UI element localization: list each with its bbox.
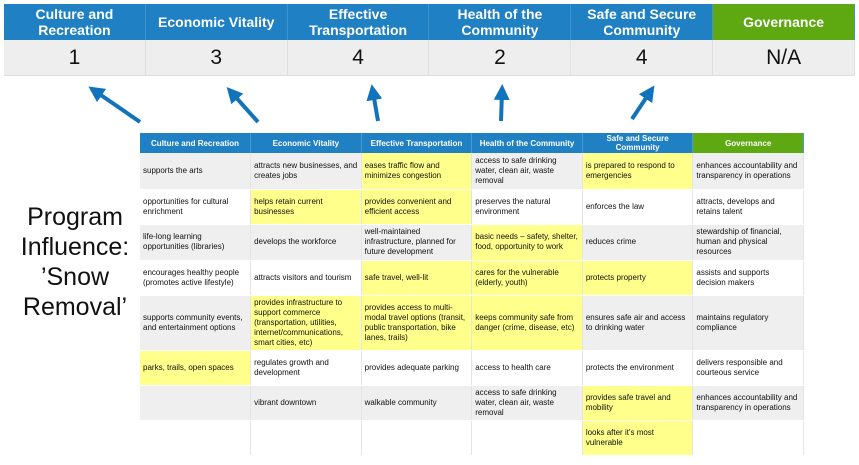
matrix-cell: provides access to multi-modal travel op… <box>361 295 473 351</box>
matrix-cell: looks after it's most vulnerable <box>582 420 694 456</box>
matrix-cell: maintains regulatory compliance <box>692 295 804 351</box>
matrix-cell <box>140 385 252 421</box>
matrix-header: Governance <box>692 133 804 153</box>
arrow-up-icon <box>493 84 510 122</box>
matrix-cell: encourages healthy people (promotes acti… <box>140 260 252 296</box>
matrix-cell: helps retain current businesses <box>250 189 362 225</box>
matrix-row: supports community events, and entertain… <box>140 295 804 351</box>
program-influence-label: Program Influence: ’Snow Removal’ <box>20 203 130 321</box>
summary-header-safe: Safe and Secure Community <box>571 4 714 40</box>
matrix-cell: provides safe travel and mobility <box>582 385 694 421</box>
matrix-cell: access to safe drinking water, clean air… <box>471 385 583 421</box>
matrix-cell: enforces the law <box>582 189 694 225</box>
matrix-header: Effective Transportation <box>361 133 473 153</box>
influence-matrix: Culture and Recreation Economic Vitality E… <box>140 133 804 456</box>
matrix-cell: access to health care <box>471 350 583 386</box>
matrix-cell: life-long learning opportunities (librar… <box>140 224 252 261</box>
arrow-up-icon <box>88 86 142 124</box>
matrix-header: Safe and Secure Community <box>582 133 694 153</box>
matrix-cell: attracts visitors and tourism <box>250 260 362 296</box>
matrix-row: parks, trails, open spaces regulates grow… <box>140 350 804 386</box>
arrow-up-icon <box>630 85 655 121</box>
matrix-cell: delivers responsible and courteous servi… <box>692 350 804 386</box>
matrix-cell: eases traffic flow and minimizes congest… <box>361 153 473 190</box>
matrix-cell: opportunities for cultural enrichment <box>140 189 252 225</box>
matrix-row: vibrant downtown walkable community access… <box>140 385 804 421</box>
matrix-cell: safe travel, well-lit <box>361 260 473 296</box>
matrix-cell: stewardship of financial, human and phys… <box>692 224 804 261</box>
matrix-cell: assists and supports decision makers <box>692 260 804 296</box>
matrix-cell: reduces crime <box>582 224 694 261</box>
matrix-cell: ensures safe air and access to drinking … <box>582 295 694 351</box>
arrow-up-icon <box>366 84 383 122</box>
score-transportation: 4 <box>287 40 430 76</box>
matrix-cell: walkable community <box>361 385 473 421</box>
matrix-cell: provides infrastructure to support comme… <box>250 295 362 351</box>
score-culture: 1 <box>4 40 146 76</box>
matrix-row: life-long learning opportunities (librar… <box>140 224 804 261</box>
score-health: 2 <box>429 40 572 76</box>
matrix-row: encourages healthy people (promotes acti… <box>140 260 804 296</box>
matrix-cell: protects property <box>582 260 694 296</box>
matrix-cell <box>140 420 252 456</box>
matrix-cell: attracts new businesses, and creates job… <box>250 153 362 190</box>
matrix-cell <box>471 420 583 456</box>
matrix-cell: parks, trails, open spaces <box>140 350 252 386</box>
summary-header-economic: Economic Vitality <box>145 4 288 40</box>
matrix-cell: regulates growth and development <box>250 350 362 386</box>
matrix-header: Health of the Community <box>471 133 583 153</box>
arrows <box>88 84 655 124</box>
summary-table: Culture and Recreation Economic Vitality… <box>4 4 855 76</box>
matrix-cell: well-maintained infrastructure, planned … <box>361 224 473 261</box>
matrix-cell: preserves the natural environment <box>471 189 583 225</box>
matrix-cell <box>250 420 362 456</box>
score-governance: N/A <box>713 40 855 76</box>
matrix-cell: access to safe drinking water, clean air… <box>471 153 583 190</box>
matrix-header: Culture and Recreation <box>140 133 252 153</box>
matrix-cell: is prepared to respond to emergencies <box>582 153 694 190</box>
summary-header-culture: Culture and Recreation <box>4 4 146 40</box>
score-safe: 4 <box>571 40 714 76</box>
summary-header-governance: Governance <box>713 4 855 40</box>
arrow-up-icon <box>226 87 260 124</box>
matrix-cell: basic needs – safety, shelter, food, opp… <box>471 224 583 261</box>
matrix-cell: attracts, develops and retains talent <box>692 189 804 225</box>
matrix-cell <box>361 420 473 456</box>
matrix-header: Economic Vitality <box>250 133 362 153</box>
matrix-cell: provides adequate parking <box>361 350 473 386</box>
matrix-cell: protects the environment <box>582 350 694 386</box>
matrix-row: opportunities for cultural enrichment hel… <box>140 189 804 225</box>
matrix-cell: develops the workforce <box>250 224 362 261</box>
summary-header-transportation: Effective Transportation <box>287 4 430 40</box>
matrix-cell: vibrant downtown <box>250 385 362 421</box>
matrix-row: looks after it's most vulnerable <box>140 420 804 456</box>
matrix-cell: provides convenient and efficient access <box>361 189 473 225</box>
matrix-cell: keeps community safe from danger (crime,… <box>471 295 583 351</box>
matrix-cell: cares for the vulnerable (elderly, youth… <box>471 260 583 296</box>
matrix-row: supports the arts attracts new businesses… <box>140 153 804 190</box>
summary-header-health: Health of the Community <box>429 4 572 40</box>
matrix-cell: enhances accountability and transparency… <box>692 385 804 421</box>
matrix-cell: enhances accountability and transparency… <box>692 153 804 190</box>
score-economic: 3 <box>145 40 288 76</box>
matrix-cell: supports the arts <box>140 153 252 190</box>
matrix-cell: supports community events, and entertain… <box>140 295 252 351</box>
matrix-cell <box>692 420 804 456</box>
